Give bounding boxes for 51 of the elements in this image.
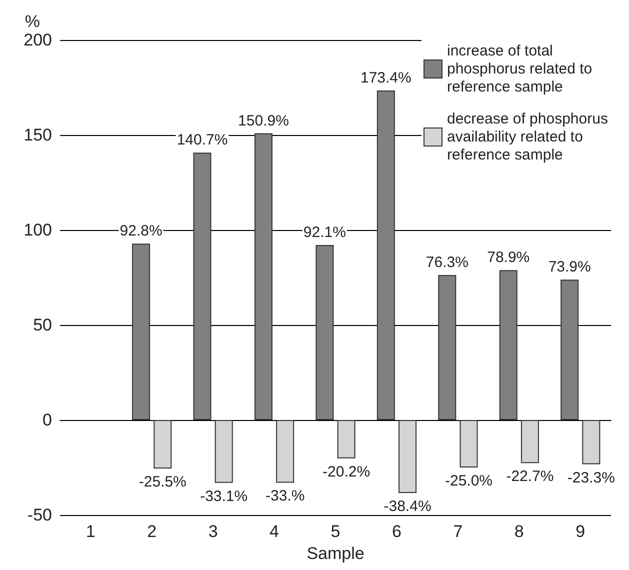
bar xyxy=(316,245,334,420)
legend-label: increase of total phosphorus related to reference sample xyxy=(447,42,596,96)
data-label: 78.9% xyxy=(487,249,530,266)
y-tick-label: -50 xyxy=(27,506,52,524)
bar xyxy=(438,275,456,420)
x-tick-label: 3 xyxy=(208,522,218,541)
data-label: 92.8% xyxy=(120,222,162,240)
data-label: -38.4% xyxy=(384,498,432,515)
bar xyxy=(337,420,356,458)
x-tick-label: 4 xyxy=(270,522,280,541)
x-tick-label: 1 xyxy=(86,522,96,541)
y-tick-label: 100 xyxy=(24,220,52,240)
bar xyxy=(460,420,478,468)
x-axis-title: Sample xyxy=(306,544,364,563)
bar xyxy=(398,420,417,493)
legend-label: decrease of phosphorus availability related to reference sample xyxy=(447,110,612,164)
data-label: 73.9% xyxy=(548,258,591,276)
x-tick-label: 2 xyxy=(147,522,157,541)
data-label: 92.1% xyxy=(303,224,346,242)
x-tick-label: 6 xyxy=(392,522,402,541)
y-tick-label: 200 xyxy=(24,30,52,50)
y-axis-title: % xyxy=(24,12,40,31)
y-tick-label: 0 xyxy=(42,410,52,430)
x-tick-label: 8 xyxy=(514,522,524,541)
y-tick-label: 50 xyxy=(33,316,52,334)
bar xyxy=(560,280,579,420)
data-label: -33.1% xyxy=(200,488,248,505)
bar xyxy=(376,90,395,420)
x-tick-label: 7 xyxy=(453,522,463,541)
bar xyxy=(254,133,272,420)
data-label: -25.5% xyxy=(138,473,186,490)
y-tick-label: 150 xyxy=(24,126,52,144)
bar xyxy=(132,244,150,420)
bar xyxy=(193,152,212,420)
data-label: 150.9% xyxy=(238,112,289,130)
data-label: -33.% xyxy=(265,488,305,505)
data-label: 140.7% xyxy=(176,132,228,149)
data-label: 76.3% xyxy=(426,254,468,272)
x-tick-label: 9 xyxy=(576,522,586,541)
bar xyxy=(520,420,539,464)
bar xyxy=(154,420,172,468)
bar xyxy=(499,270,518,420)
x-tick-label: 5 xyxy=(330,522,340,541)
bar xyxy=(276,420,294,483)
data-label: -20.2% xyxy=(322,463,370,480)
data-label: -25.0% xyxy=(444,472,493,490)
bar xyxy=(214,420,233,483)
data-label: -22.7% xyxy=(506,468,554,486)
data-label: -23.3% xyxy=(567,469,615,486)
bar xyxy=(582,420,600,464)
data-label: 173.4% xyxy=(360,70,412,87)
